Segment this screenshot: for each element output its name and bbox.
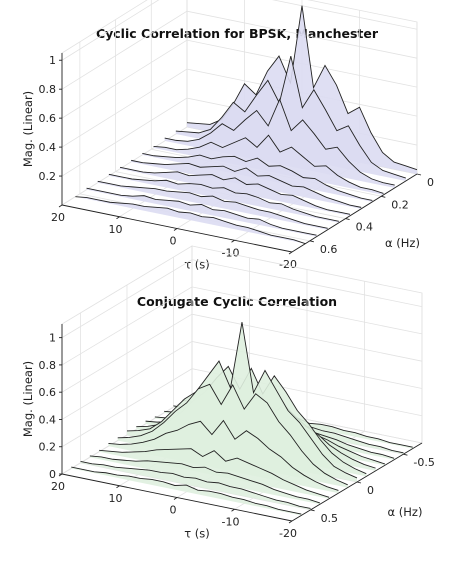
chart-title: Cyclic Correlation for BPSK, Manchester xyxy=(96,26,379,41)
z-tick-label: 0.2 xyxy=(39,170,57,183)
slice-line xyxy=(89,455,320,504)
alpha-tick-label: 0 xyxy=(427,176,434,189)
slice-fill xyxy=(75,196,306,244)
z-axis-label: Mag. (Linear) xyxy=(21,91,35,167)
conjugate-cyclic-correlation-panel: Conjugate Cyclic Correlation20100-10-20-… xyxy=(21,245,435,541)
slice-fill xyxy=(86,188,317,237)
slice-line xyxy=(175,56,406,179)
z-tick-label: 0 xyxy=(49,468,56,481)
x-axis-label: τ (s) xyxy=(184,258,210,272)
slice-fill xyxy=(80,461,311,510)
tau-tick-label: 0 xyxy=(170,504,177,517)
slice-line xyxy=(71,466,302,515)
chart-title: Conjugate Cyclic Correlation xyxy=(137,294,337,309)
slice-line xyxy=(164,98,395,186)
z-tick-label: 0.8 xyxy=(39,359,57,372)
slice-fill xyxy=(175,56,406,181)
tau-tick-label: 20 xyxy=(51,211,65,224)
slice-fill xyxy=(89,455,320,505)
slice-line xyxy=(142,152,373,201)
tau-tick-label: -10 xyxy=(222,246,240,259)
slice-line xyxy=(131,159,362,208)
cyclic-correlation-panel: Cyclic Correlation for BPSK, Manchester 2… xyxy=(21,0,434,272)
tau-tick-label: -20 xyxy=(279,258,297,271)
slice-line xyxy=(75,196,306,245)
tau-tick-label: 10 xyxy=(109,223,123,236)
z-tick-label: 0.6 xyxy=(39,386,57,399)
slice-line xyxy=(119,166,351,215)
slice-line xyxy=(117,383,348,486)
z-tick-label: 0.4 xyxy=(39,141,57,154)
alpha-tick-label: -0.5 xyxy=(413,456,434,469)
alpha-tick-label: 0 xyxy=(367,484,374,497)
tau-tick-label: -20 xyxy=(279,527,297,540)
axes: 20 10 0 -10 -20 0 0.2 0.4 0.6 0.2 0.4 0.6 0.8 1 τ (s) α… xyxy=(21,53,434,272)
alpha-tick-label: 0.5 xyxy=(321,512,339,525)
y-axis-label: α (Hz) xyxy=(388,505,423,519)
slice-fill xyxy=(108,420,339,494)
slice-line xyxy=(86,187,317,236)
z-tick-label: 0.4 xyxy=(39,413,57,426)
alpha-tick-label: 0.2 xyxy=(391,198,409,211)
z-tick-label: 1 xyxy=(49,332,56,345)
slice-fill xyxy=(164,99,395,188)
slice-fill xyxy=(120,167,351,216)
alpha-tick-label: 0.6 xyxy=(320,243,338,256)
z-tick-label: 0.8 xyxy=(39,83,57,96)
slice-fill xyxy=(97,181,328,230)
z-tick-label: 0.6 xyxy=(39,112,57,125)
slice-line xyxy=(153,134,384,194)
tau-tick-label: 0 xyxy=(170,235,177,248)
slice-fill xyxy=(153,135,384,195)
z-axis-label: Mag. (Linear) xyxy=(21,361,35,437)
tau-tick-label: 20 xyxy=(51,480,65,493)
slice-line xyxy=(126,322,358,479)
x-axis-label: τ (s) xyxy=(184,527,210,541)
alpha-tick-label: 0.4 xyxy=(356,221,374,234)
slice-fill xyxy=(71,467,302,516)
slice-line xyxy=(108,419,339,491)
slice-line xyxy=(99,448,330,498)
tau-tick-label: -10 xyxy=(222,515,240,528)
slice-line xyxy=(80,461,311,509)
waterfall-slices xyxy=(71,322,413,516)
slice-line xyxy=(108,173,339,222)
y-axis-label: α (Hz) xyxy=(385,236,420,250)
slice-fill xyxy=(108,174,339,223)
z-tick-label: 1 xyxy=(49,54,56,67)
tau-tick-label: 10 xyxy=(109,492,123,505)
waterfall-slices xyxy=(75,5,418,245)
z-tick-label: 0.2 xyxy=(39,441,57,454)
axes: 20 10 0 -10 -20 -0.5 0 0.5 0 0.2 0.4 0.6 0.8 1 τ (s) α … xyxy=(21,324,435,541)
slice-line xyxy=(97,180,328,229)
